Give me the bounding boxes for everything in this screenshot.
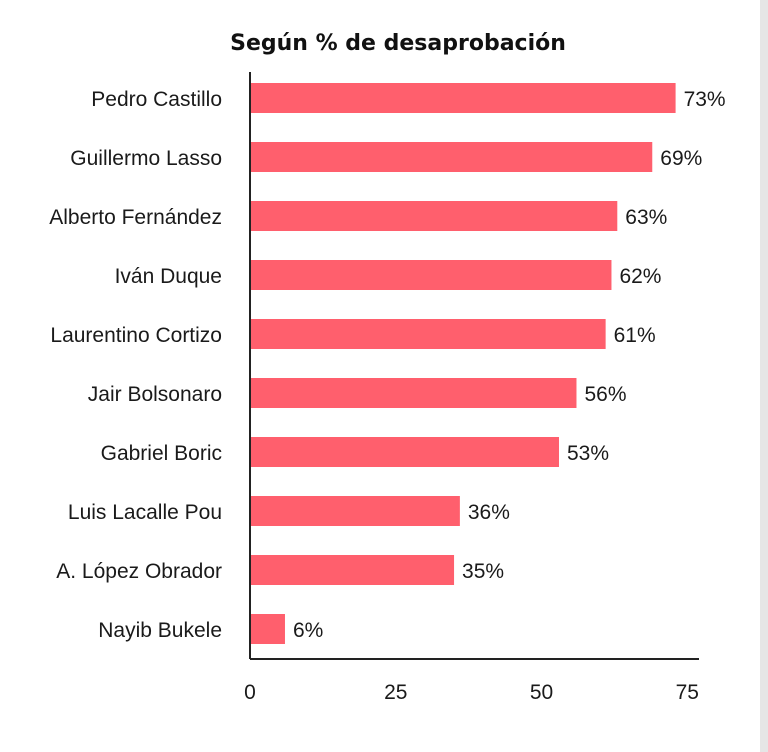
window-edge xyxy=(760,0,768,752)
chart-title: Según % de desaprobación xyxy=(230,31,566,56)
value-label: 62% xyxy=(619,265,661,288)
category-label: Guillermo Lasso xyxy=(70,147,222,170)
value-label: 35% xyxy=(462,560,504,583)
value-label: 56% xyxy=(584,383,626,406)
category-label: Jair Bolsonaro xyxy=(88,383,222,406)
category-label: A. López Obrador xyxy=(56,560,222,583)
category-label: Alberto Fernández xyxy=(49,206,222,229)
bar xyxy=(250,378,577,408)
value-label: 53% xyxy=(567,442,609,465)
bar xyxy=(250,437,559,467)
bar xyxy=(250,555,455,585)
category-label: Nayib Bukele xyxy=(98,619,222,642)
chart-marks: Pedro Castillo 73% Guillermo Lasso 69% Alber… xyxy=(49,72,726,704)
x-tick-label: 75 xyxy=(676,681,699,704)
category-label: Pedro Castillo xyxy=(91,88,222,111)
value-label: 69% xyxy=(660,147,702,170)
bar xyxy=(250,201,618,231)
value-label: 63% xyxy=(625,206,667,229)
value-label: 61% xyxy=(614,324,656,347)
value-label: 73% xyxy=(684,88,726,111)
category-label: Luis Lacalle Pou xyxy=(68,501,222,524)
category-label: Gabriel Boric xyxy=(101,442,222,465)
bar xyxy=(250,496,460,526)
bar xyxy=(250,260,612,290)
value-label: 6% xyxy=(293,619,323,642)
x-tick-label: 50 xyxy=(530,681,553,704)
value-label: 36% xyxy=(468,501,510,524)
x-tick-label: 0 xyxy=(244,681,256,704)
bar xyxy=(250,142,653,172)
bar xyxy=(250,614,285,644)
category-label: Laurentino Cortizo xyxy=(50,324,222,347)
x-tick-label: 25 xyxy=(384,681,407,704)
bar xyxy=(250,319,606,349)
category-label: Iván Duque xyxy=(115,265,222,288)
bar xyxy=(250,83,676,113)
